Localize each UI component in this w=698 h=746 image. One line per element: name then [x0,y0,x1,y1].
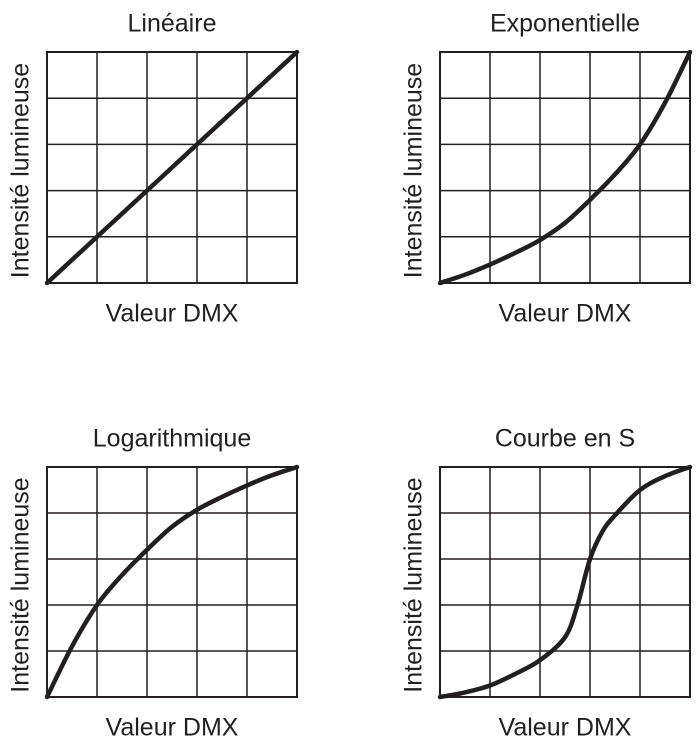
curve [44,464,300,700]
plot-frame [46,51,298,284]
plot-frame [46,466,298,698]
y-axis-label: Intensité lumineuse [400,63,428,278]
plot-frame [439,466,691,698]
plot-frame [439,51,691,284]
x-axis-label: Valeur DMX [499,300,632,328]
curve [44,49,300,286]
curve [437,49,693,286]
x-axis-label: Valeur DMX [499,714,632,742]
chart-title: Linéaire [128,10,217,38]
chart-title: Logarithmique [93,425,251,453]
chart-title: Exponentielle [490,10,640,38]
x-axis-label: Valeur DMX [106,300,239,328]
curve [437,464,693,700]
y-axis-label: Intensité lumineuse [7,477,35,692]
chart-title: Courbe en S [495,425,635,453]
y-axis-label: Intensité lumineuse [400,477,428,692]
x-axis-label: Valeur DMX [106,714,239,742]
y-axis-label: Intensité lumineuse [7,63,35,278]
